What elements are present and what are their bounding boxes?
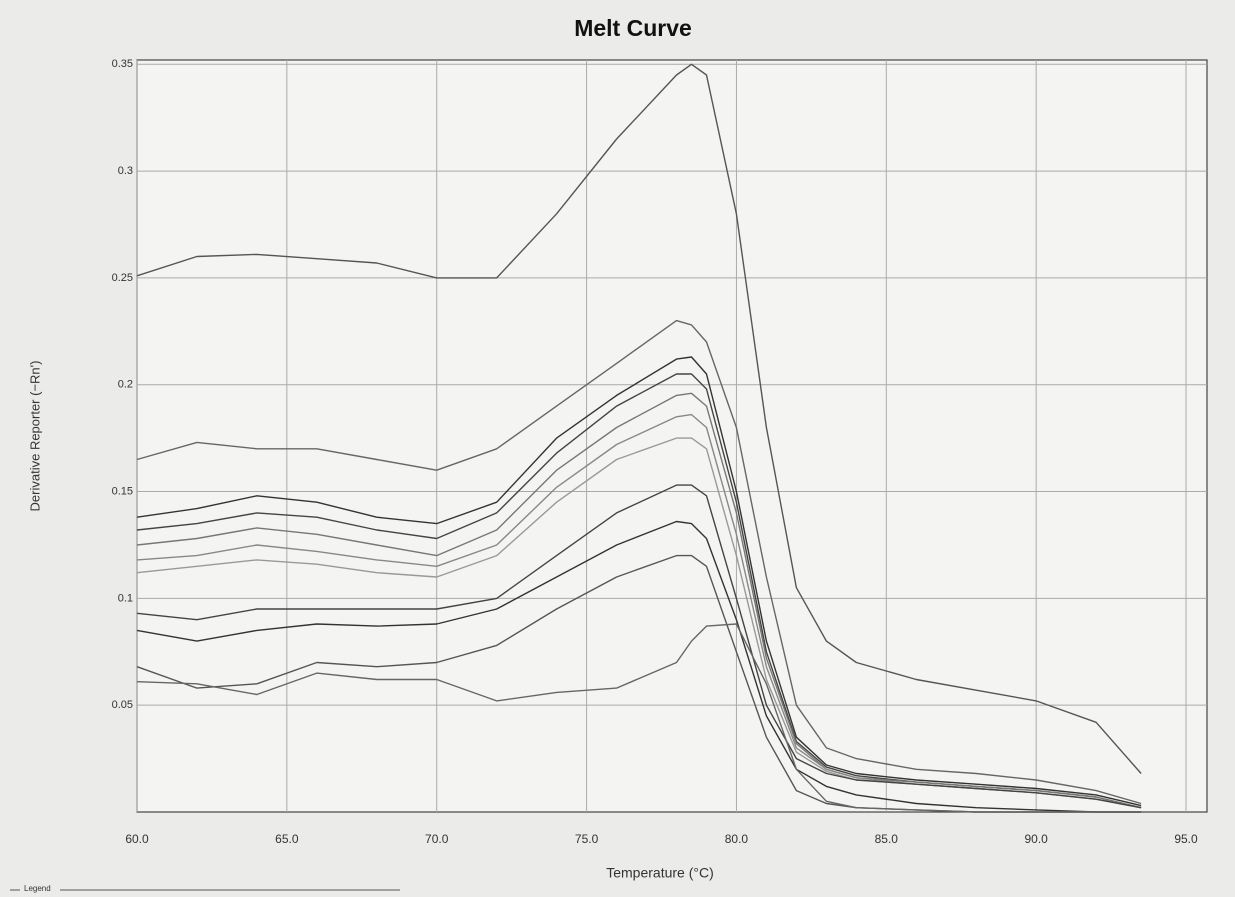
y-tick-label: 0.15	[112, 485, 133, 497]
y-tick-label: 0.25	[112, 272, 133, 284]
legend-label[interactable]: Legend	[24, 884, 51, 893]
x-tick-label: 85.0	[875, 832, 899, 846]
curve	[136, 520, 1142, 813]
x-tick-label: 80.0	[725, 832, 749, 846]
x-tick-label: 70.0	[425, 832, 449, 846]
plot-area	[136, 59, 1208, 813]
curve	[136, 319, 1142, 805]
chart-title: Melt Curve	[574, 15, 692, 41]
x-tick-label: 65.0	[275, 832, 299, 846]
x-tick-label: 95.0	[1174, 832, 1198, 846]
y-tick-label: 0.05	[112, 699, 133, 711]
curve	[136, 356, 1142, 807]
curve	[136, 484, 1142, 809]
x-tick-label: 60.0	[125, 832, 149, 846]
x-tick-label: 90.0	[1024, 832, 1048, 846]
y-tick-label: 0.2	[118, 379, 133, 391]
y-tick-label: 0.1	[118, 592, 133, 604]
curve	[136, 392, 1142, 809]
x-tick-label: 75.0	[575, 832, 599, 846]
y-axis-label: Derivative Reporter (−Rn')	[27, 361, 42, 512]
x-axis-label: Temperature (°C)	[606, 865, 714, 881]
y-tick-label: 0.3	[118, 165, 133, 177]
curve	[136, 623, 1142, 813]
curve	[136, 63, 1142, 774]
y-tick-label: 0.35	[112, 58, 133, 70]
